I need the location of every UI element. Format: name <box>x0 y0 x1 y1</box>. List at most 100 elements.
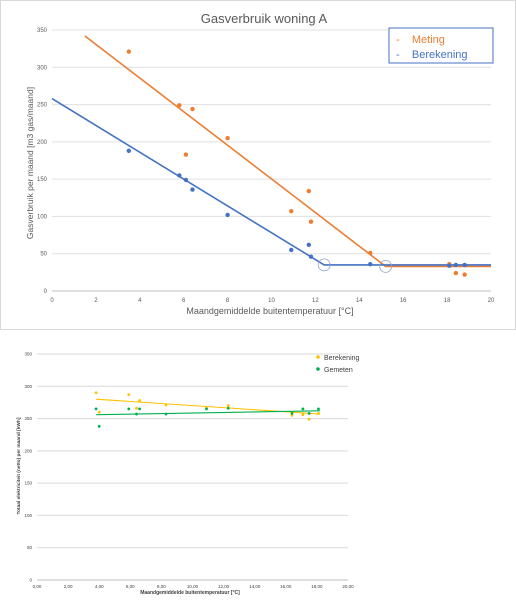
x-tick-label: 6,00 <box>126 584 135 589</box>
data-point-berekening <box>164 403 168 407</box>
x-tick-label: 14,00 <box>249 584 261 589</box>
x-tick-label: 12 <box>312 298 319 304</box>
data-point-gemeten <box>97 424 101 428</box>
data-point-meting <box>126 49 132 54</box>
legend-gemeten: Gemeten <box>324 367 353 374</box>
data-point-meting <box>225 135 230 141</box>
data-point-gemeten <box>290 412 294 415</box>
data-point-meting <box>453 270 459 276</box>
x-tick-label: 4,00 <box>95 584 104 589</box>
data-point-berekening <box>127 393 131 397</box>
x-tick-label: 20 <box>488 298 495 304</box>
chart1-x-tick-labels: 0 2 4 6 8 10 12 14 16 18 20 <box>50 298 495 304</box>
data-point-gemeten <box>94 407 98 411</box>
legend-marker-berekening <box>316 355 320 359</box>
y-tick-label: 350 <box>37 28 48 34</box>
x-tick-label: 8,00 <box>157 584 166 589</box>
data-point-meting <box>306 188 312 194</box>
data-point-gemeten <box>127 407 131 411</box>
x-tick-label: 16,00 <box>280 584 292 589</box>
y-tick-label: 250 <box>24 416 32 421</box>
chart1-legend: - Meting - Berekening <box>388 27 494 64</box>
y-tick-label: 150 <box>24 481 32 486</box>
highlight-circle <box>317 258 331 272</box>
x-tick-label: 2 <box>94 298 98 304</box>
data-point-berekening <box>462 262 467 268</box>
data-point-berekening <box>94 391 98 395</box>
chart2-x-tick-labels: 0,00 2,00 4,00 6,00 8,00 10,00 12,00 14,00 16,00… <box>33 584 355 589</box>
data-point-meting <box>190 106 195 112</box>
data-point-berekening <box>307 417 311 421</box>
x-tick-label: 10 <box>268 298 275 304</box>
data-point-berekening <box>306 242 312 247</box>
x-tick-label: 4 <box>138 298 142 304</box>
chart2-y-tick-labels: 0 50 100 150 200 250 300 350 <box>24 352 32 583</box>
data-point-berekening <box>317 412 320 415</box>
chart1-title: Gasverbruik woning A <box>201 11 328 26</box>
data-point-berekening <box>368 261 373 267</box>
data-point-berekening <box>301 413 305 417</box>
data-point-meting <box>462 272 467 277</box>
x-tick-label: 18,00 <box>311 584 323 589</box>
chart1-points <box>126 49 467 277</box>
y-tick-label: 0 <box>44 289 48 295</box>
data-point-meting <box>289 209 294 214</box>
y-tick-label: 300 <box>37 65 48 71</box>
chart1-annotations <box>317 258 393 273</box>
legend-berekening-2: Berekening <box>324 355 360 362</box>
x-tick-label: 14 <box>356 298 363 304</box>
x-tick-label: 18 <box>444 298 451 304</box>
data-point-berekening <box>135 406 138 410</box>
gas-usage-chart: Gasverbruik woning A 0501001502002503003… <box>0 0 516 330</box>
y-tick-label: 0 <box>29 578 32 583</box>
x-tick-label: 6 <box>182 298 186 304</box>
x-tick-label: 20,00 <box>342 584 354 589</box>
y-tick-label: 200 <box>24 448 32 453</box>
chart1-x-axis-label: Maandgemiddelde buitentemperatuur [°C] <box>186 306 353 316</box>
data-point-gemeten <box>135 412 138 416</box>
chart1-gridlines <box>52 29 491 292</box>
x-tick-label: 12,00 <box>218 584 230 589</box>
y-tick-label: 50 <box>27 545 33 550</box>
legend-meting: - Meting <box>396 34 445 46</box>
data-point-gemeten <box>317 407 320 411</box>
y-tick-label: 200 <box>37 140 48 146</box>
chart2-legend: Berekening Gemeten <box>316 355 360 374</box>
data-point-berekening <box>453 262 459 268</box>
chart1-legend-box <box>388 27 494 64</box>
legend-marker-gemeten <box>316 367 320 371</box>
highlight-circle <box>379 259 393 273</box>
data-point-berekening <box>183 177 189 183</box>
y-tick-label: 50 <box>40 252 47 258</box>
x-tick-label: 0,00 <box>33 584 42 589</box>
data-point-gemeten <box>164 412 168 416</box>
data-point-gemeten <box>205 407 208 411</box>
data-point-gemeten <box>307 412 311 415</box>
chart2-points <box>94 391 320 428</box>
chart2-y-axis-label: Totaal elektriciteit (netto) per maand [… <box>16 417 22 514</box>
y-tick-label: 300 <box>24 384 32 389</box>
data-point-berekening <box>226 404 230 408</box>
y-tick-label: 150 <box>37 177 48 183</box>
chart2-fit-lines <box>96 398 321 416</box>
x-tick-label: 10,00 <box>187 584 199 589</box>
data-point-gemeten <box>226 406 230 410</box>
y-tick-label: 350 <box>24 352 32 357</box>
fit-line-gemeten <box>96 410 321 416</box>
data-point-meting <box>177 103 182 108</box>
x-tick-label: 16 <box>400 298 407 304</box>
data-point-berekening <box>138 399 142 402</box>
chart2-gridlines <box>37 353 348 581</box>
legend-berekening: - Berekening <box>396 49 468 61</box>
x-tick-label: 0 <box>50 298 54 304</box>
chart1-y-axis-label: Gasverbruik per maand [m3 gas/maand] <box>25 87 35 239</box>
chart2-x-axis-label: Maandgemiddelde buitentemperatuur [°C] <box>140 590 240 596</box>
chart1-y-tick-labels: 0 50 100 150 200 250 300 350 <box>37 28 48 295</box>
data-point-berekening <box>447 263 452 268</box>
data-point-meting <box>183 152 189 157</box>
data-point-berekening <box>308 254 314 259</box>
x-tick-label: 2,00 <box>64 584 73 589</box>
y-tick-label: 100 <box>24 513 32 518</box>
fit-line-berekening <box>51 97 491 266</box>
data-point-meting <box>308 219 314 224</box>
